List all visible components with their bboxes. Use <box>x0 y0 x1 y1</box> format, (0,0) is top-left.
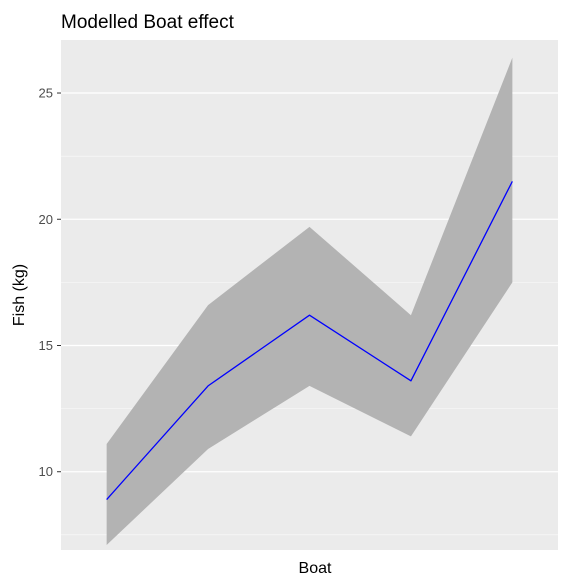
x-axis-title: Boat <box>299 560 332 577</box>
y-tick-label: 25 <box>39 86 53 101</box>
chart-title: Modelled Boat effect <box>61 12 235 33</box>
y-tick-label: 15 <box>39 338 53 353</box>
fit-line <box>106 181 513 500</box>
confidence-band <box>106 57 513 545</box>
confidence-band-layer <box>106 57 513 545</box>
fit-line-layer <box>106 181 513 500</box>
y-axis-ticks: 10 15 20 25 <box>39 86 61 479</box>
y-tick-label: 20 <box>39 212 53 227</box>
y-axis-title: Fish (kg) <box>11 264 28 326</box>
y-tick-label: 10 <box>39 464 53 479</box>
